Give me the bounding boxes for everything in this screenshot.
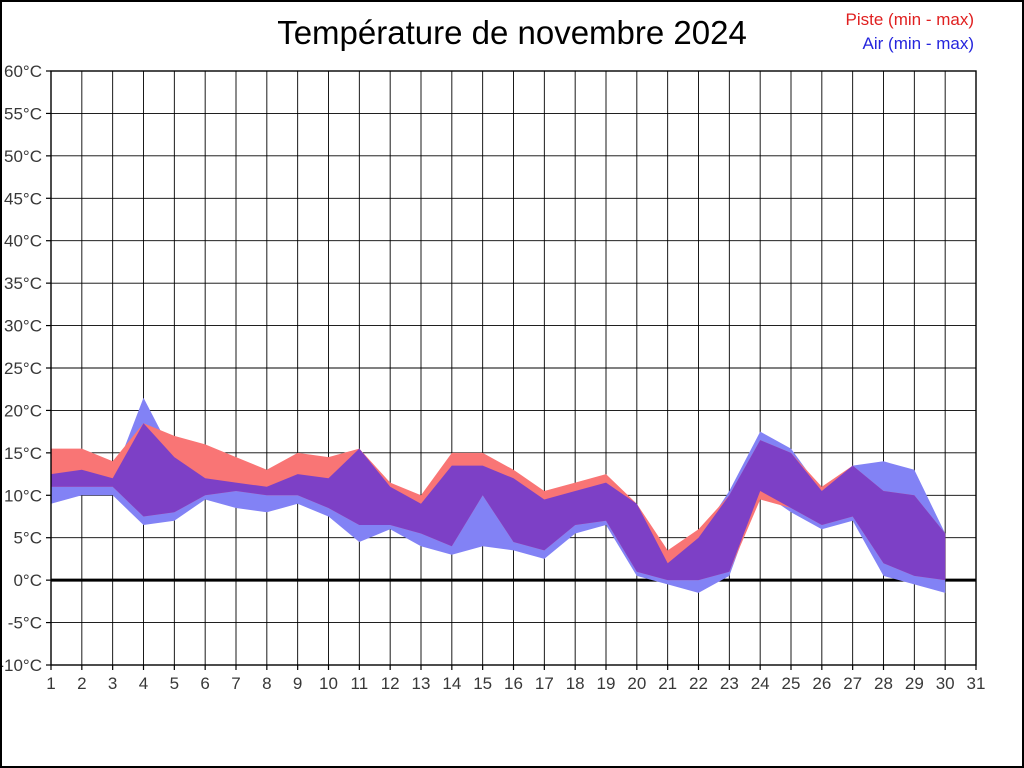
- x-tick-label: 13: [412, 674, 431, 693]
- y-tick-label: 25°C: [4, 359, 42, 378]
- chart-title: Température de novembre 2024: [277, 14, 747, 51]
- x-tick-label: 28: [874, 674, 893, 693]
- x-tick-label: 2: [77, 674, 86, 693]
- y-axis: -10°C -5°C 0°C 5°C 10°C 15°C 20°C 25°C 30°C 35°C 4…: [0, 62, 51, 675]
- y-tick-label: 55°C: [4, 104, 42, 123]
- grid-lines: [50, 70, 977, 666]
- legend-air-label: Air (min - max): [862, 34, 974, 53]
- x-tick-label: 25: [782, 674, 801, 693]
- x-tick-label: 29: [905, 674, 924, 693]
- x-tick-label: 15: [473, 674, 492, 693]
- y-tick-label: 15°C: [4, 444, 42, 463]
- x-tick-label: 30: [936, 674, 955, 693]
- x-tick-label: 21: [658, 674, 677, 693]
- y-tick-label: 5°C: [13, 529, 42, 548]
- y-tick-label: -5°C: [8, 614, 42, 633]
- x-tick-label: 23: [720, 674, 739, 693]
- y-tick-label: 50°C: [4, 147, 42, 166]
- x-tick-label: 1: [46, 674, 55, 693]
- x-tick-label: 26: [812, 674, 831, 693]
- x-tick-label: 18: [566, 674, 585, 693]
- x-tick-label: 24: [751, 674, 770, 693]
- x-tick-label: 17: [535, 674, 554, 693]
- x-tick-label: 31: [967, 674, 986, 693]
- x-tick-label: 7: [231, 674, 240, 693]
- x-tick-label: 3: [108, 674, 117, 693]
- x-tick-label: 10: [319, 674, 338, 693]
- overlap-band: [51, 423, 946, 581]
- x-tick-label: 20: [627, 674, 646, 693]
- x-tick-label: 19: [597, 674, 616, 693]
- x-tick-label: 12: [381, 674, 400, 693]
- x-axis: 1 2 3 4 5 6 7 8 9 10 11 12 13 14 15 16 17 18 19 20 21 22 23 24 2…: [46, 665, 985, 693]
- y-tick-label: 40°C: [4, 232, 42, 251]
- x-tick-label: 22: [689, 674, 708, 693]
- x-tick-label: 4: [139, 674, 148, 693]
- y-tick-label: 35°C: [4, 274, 42, 293]
- x-tick-label: 14: [442, 674, 461, 693]
- x-tick-label: 8: [262, 674, 271, 693]
- x-tick-label: 16: [504, 674, 523, 693]
- x-tick-label: 11: [351, 674, 369, 693]
- y-tick-label: -10°C: [0, 656, 42, 675]
- x-tick-label: 27: [843, 674, 862, 693]
- x-tick-label: 6: [200, 674, 209, 693]
- y-tick-label: 20°C: [4, 401, 42, 420]
- x-tick-label: 5: [170, 674, 179, 693]
- x-tick-label: 9: [293, 674, 302, 693]
- y-tick-label: 10°C: [4, 486, 42, 505]
- y-tick-label: 45°C: [4, 189, 42, 208]
- legend: Piste (min - max) Air (min - max): [846, 8, 974, 56]
- y-tick-label: 0°C: [13, 571, 42, 590]
- y-tick-label: 60°C: [4, 62, 42, 81]
- y-tick-label: 30°C: [4, 317, 42, 336]
- legend-piste-label: Piste (min - max): [845, 10, 974, 29]
